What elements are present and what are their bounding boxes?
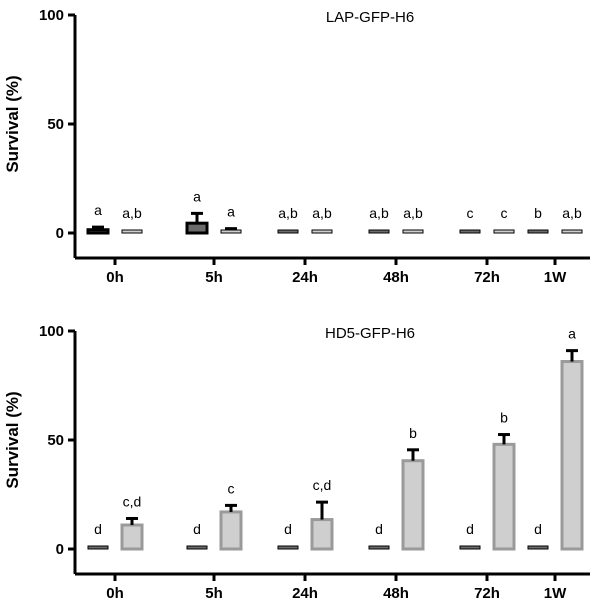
bar	[311, 229, 333, 234]
significance-label: a	[568, 326, 576, 342]
significance-label: a,b	[312, 205, 332, 221]
significance-label: c	[501, 205, 508, 221]
bar	[186, 545, 208, 550]
significance-label: a	[193, 188, 201, 204]
significance-label: c	[467, 205, 474, 221]
bar	[402, 229, 424, 234]
significance-label: d	[284, 521, 292, 537]
significance-label: b	[500, 410, 508, 426]
significance-label: a,b	[369, 205, 389, 221]
bar	[561, 229, 583, 234]
x-tick-label: 5h	[205, 269, 223, 286]
bar	[459, 229, 481, 234]
significance-label: c,d	[313, 477, 332, 493]
x-tick-label: 24h	[292, 585, 318, 600]
bar	[86, 228, 110, 235]
bar	[219, 510, 243, 551]
significance-label: a,b	[278, 205, 298, 221]
significance-label: c	[228, 480, 235, 496]
bar	[277, 229, 299, 234]
x-tick-label: 72h	[474, 269, 500, 286]
significance-label: d	[534, 521, 542, 537]
bar	[185, 221, 209, 235]
bar	[120, 523, 144, 551]
significance-label: c,d	[123, 493, 142, 509]
x-tick-label: 0h	[106, 269, 124, 286]
y-tick-label: 0	[56, 541, 64, 558]
x-tick-label: 1W	[544, 585, 567, 600]
significance-label: b	[409, 425, 417, 441]
bar	[459, 545, 481, 550]
x-tick-label: 0h	[106, 585, 124, 600]
y-tick-label: 50	[47, 116, 64, 133]
bar	[310, 518, 334, 551]
bar	[401, 459, 425, 551]
chart-panel-2: HD5-GFP-H6 Survival (%) 0 50 100 0h 5h 24h 48h 72…	[3, 323, 590, 600]
significance-label: b	[534, 205, 542, 221]
y-tick-label: 0	[56, 225, 64, 242]
bar	[121, 229, 143, 234]
x-tick-label: 5h	[205, 585, 223, 600]
significance-label: d	[466, 521, 474, 537]
significance-label: a	[227, 204, 235, 220]
bar	[277, 545, 299, 550]
bar	[527, 545, 549, 550]
chart-panel-1: LAP-GFP-H6 Survival (%) 0 50 100 0h 5h 24h 48h 72…	[3, 7, 590, 286]
x-tick-label: 48h	[383, 585, 409, 600]
significance-label: a,b	[122, 205, 142, 221]
significance-label: d	[94, 521, 102, 537]
bar	[220, 229, 242, 234]
x-tick-label: 24h	[292, 269, 318, 286]
significance-label: d	[375, 521, 383, 537]
x-tick-label: 72h	[474, 585, 500, 600]
significance-label: a	[94, 202, 102, 218]
bar	[368, 229, 390, 234]
significance-label: a,b	[403, 205, 423, 221]
bar	[560, 360, 584, 551]
x-tick-label: 1W	[544, 269, 567, 286]
bar	[527, 229, 549, 234]
bar	[87, 545, 109, 550]
y-tick-label: 50	[47, 432, 64, 449]
chart-title: HD5-GFP-H6	[325, 325, 415, 342]
x-tick-label: 48h	[383, 269, 409, 286]
y-axis-label: Survival (%)	[3, 75, 22, 172]
y-tick-label: 100	[39, 7, 64, 24]
y-tick-label: 100	[39, 323, 64, 340]
chart-title: LAP-GFP-H6	[326, 9, 414, 26]
significance-label: a,b	[562, 205, 582, 221]
bar	[368, 545, 390, 550]
y-axis-label: Survival (%)	[3, 391, 22, 488]
bar	[492, 442, 516, 551]
significance-label: d	[193, 521, 201, 537]
bar	[493, 229, 515, 234]
